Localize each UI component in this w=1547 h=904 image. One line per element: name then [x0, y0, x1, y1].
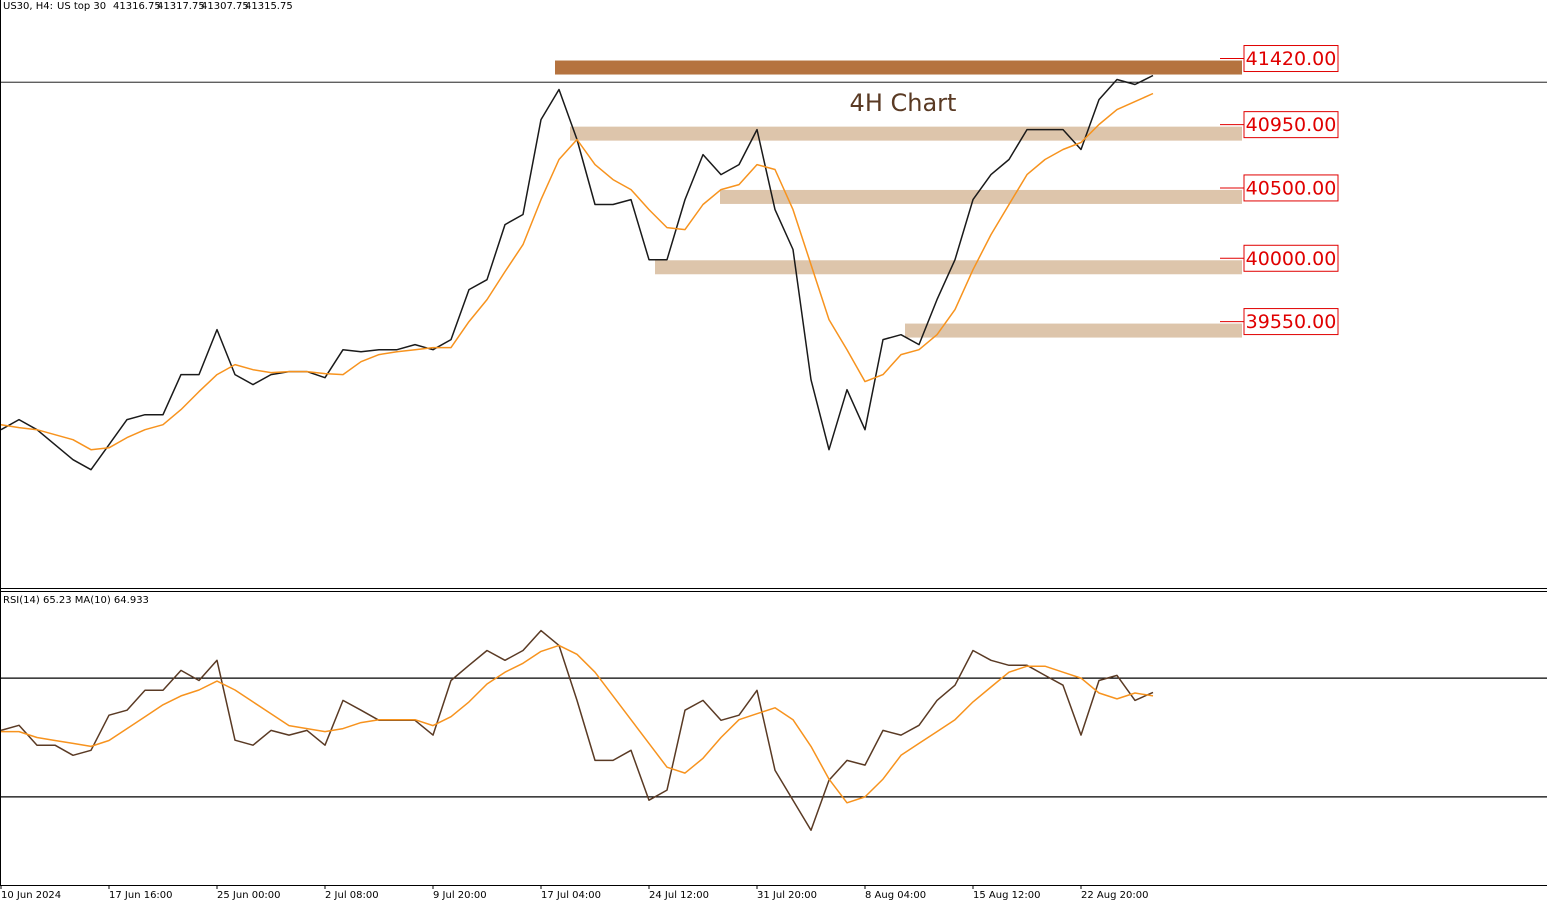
x-tick-label: 15 Aug 12:00 [973, 890, 1040, 901]
series-line [0, 92, 1154, 451]
indicator-label: RSI(14) 65.23 MA(10) 64.933 [3, 595, 149, 606]
series-line [0, 629, 1154, 831]
x-tick-label: 31 Jul 20:00 [757, 890, 817, 901]
ohlc-value: 41315.75 [245, 1, 293, 12]
level-label: 39550.00 [1246, 311, 1337, 333]
x-tick-label: 9 Jul 20:00 [433, 890, 487, 901]
level-label: 40950.00 [1246, 114, 1337, 136]
x-tick-label: 22 Aug 20:00 [1081, 890, 1148, 901]
x-tick-label: 17 Jul 04:00 [541, 890, 601, 901]
level-zone [905, 323, 1242, 338]
level-label-box [1243, 244, 1339, 272]
x-tick-label: 25 Jun 00:00 [217, 890, 281, 901]
level-label-box [1243, 111, 1339, 139]
level-label: 40000.00 [1246, 248, 1337, 270]
series-line [1, 644, 1154, 804]
instrument-name: US top 30 [57, 1, 106, 12]
x-tick-label: 10 Jun 2024 [1, 890, 61, 901]
level-label: 40500.00 [1246, 177, 1337, 199]
level-zone [655, 260, 1242, 275]
level-label-box [1243, 45, 1339, 73]
ohlc-value: 41316.75 [113, 1, 161, 12]
ohlc-value: 41307.75 [201, 1, 249, 12]
level-zone [720, 189, 1242, 204]
symbol: US30, H4: [3, 1, 53, 12]
level-zone [555, 60, 1242, 75]
level-label-box [1243, 308, 1339, 336]
x-tick-label: 2 Jul 08:00 [325, 890, 379, 901]
x-tick-label: 17 Jun 16:00 [109, 890, 173, 901]
ohlc-value: 41317.75 [157, 1, 205, 12]
header: US30, H4: US top 30 41316.7541317.754130… [3, 1, 293, 12]
annotation: 4H Chart [850, 89, 957, 117]
level-zone [570, 126, 1242, 141]
level-label: 41420.00 [1246, 48, 1337, 70]
x-tick-label: 24 Jul 12:00 [649, 890, 709, 901]
level-label-box [1243, 174, 1339, 202]
x-tick-label: 8 Aug 04:00 [865, 890, 926, 901]
